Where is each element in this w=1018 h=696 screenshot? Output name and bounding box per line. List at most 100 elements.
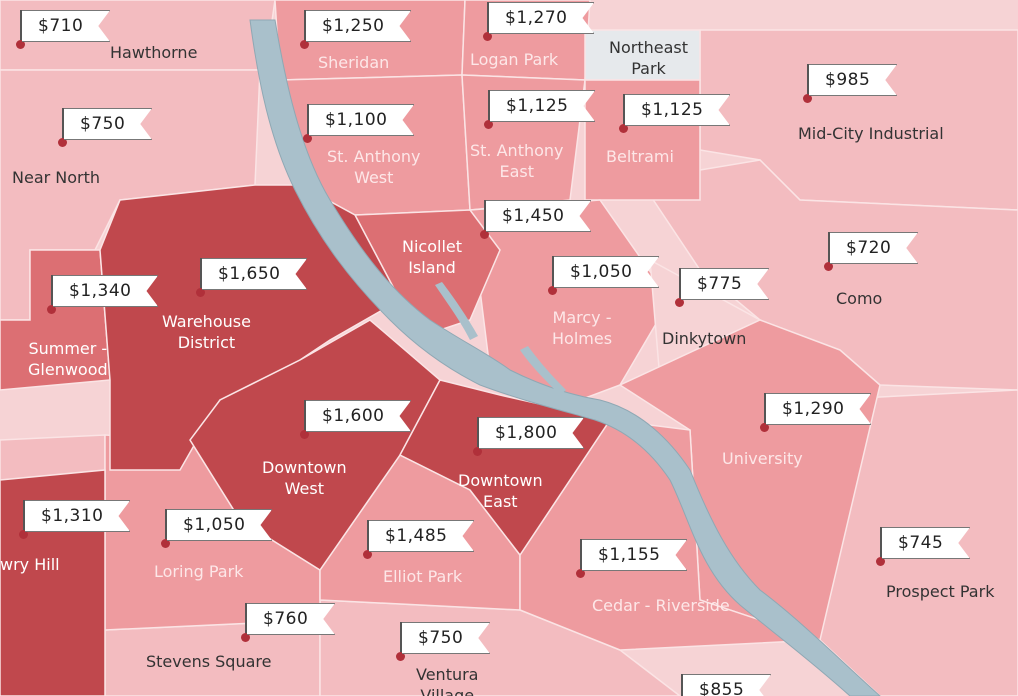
price-label: $745 bbox=[882, 527, 970, 559]
location-marker[interactable] bbox=[363, 550, 372, 559]
flag-pole bbox=[484, 200, 486, 234]
flag-pole bbox=[828, 232, 830, 266]
price-label: $1,050 bbox=[554, 256, 659, 288]
location-marker[interactable] bbox=[161, 539, 170, 548]
flag-pole bbox=[764, 393, 766, 427]
price-label: $775 bbox=[681, 268, 769, 300]
neighborhood-label: Mid-City Industrial bbox=[798, 124, 944, 143]
flag-pole bbox=[477, 417, 479, 451]
price-label: $720 bbox=[830, 232, 918, 264]
neighborhood-label: Nicollet Island bbox=[402, 237, 463, 277]
neighborhood-label: St. Anthony East bbox=[470, 141, 564, 181]
location-marker[interactable] bbox=[803, 94, 812, 103]
price-label: $1,340 bbox=[53, 275, 158, 307]
neighborhood-label: Stevens Square bbox=[146, 652, 272, 671]
flag-pole bbox=[488, 90, 490, 124]
mississippi-river bbox=[249, 19, 881, 696]
flag-pole bbox=[367, 520, 369, 554]
location-marker[interactable] bbox=[196, 288, 205, 297]
location-marker[interactable] bbox=[241, 633, 250, 642]
flag-pole bbox=[580, 539, 582, 573]
location-marker[interactable] bbox=[303, 134, 312, 143]
price-label: $1,290 bbox=[766, 393, 871, 425]
price-label: $1,155 bbox=[582, 539, 687, 571]
neighborhood-label: Beltrami bbox=[606, 147, 674, 166]
flag-pole bbox=[487, 2, 489, 36]
price-label: $750 bbox=[64, 108, 152, 140]
location-marker[interactable] bbox=[484, 120, 493, 129]
price-label: $1,310 bbox=[25, 500, 130, 532]
price-label: $1,600 bbox=[306, 400, 411, 432]
neighborhood-label: Downtown West bbox=[262, 458, 347, 498]
neighborhood-label: Ventura Village bbox=[416, 665, 479, 696]
location-marker[interactable] bbox=[760, 423, 769, 432]
flag-pole bbox=[23, 500, 25, 534]
flag-pole bbox=[307, 104, 309, 138]
flag-pole bbox=[62, 108, 64, 142]
flag-pole bbox=[400, 622, 402, 656]
location-marker[interactable] bbox=[473, 447, 482, 456]
neighborhood-label: St. Anthony West bbox=[327, 147, 421, 187]
location-marker[interactable] bbox=[300, 40, 309, 49]
price-label: $760 bbox=[247, 603, 335, 635]
neighborhood-label: Marcy - Holmes bbox=[552, 308, 613, 348]
price-label: $1,100 bbox=[309, 104, 414, 136]
flag-pole bbox=[200, 258, 202, 292]
price-label: $1,270 bbox=[489, 2, 594, 34]
price-label: $855 bbox=[683, 674, 771, 696]
location-marker[interactable] bbox=[396, 652, 405, 661]
flag-pole bbox=[681, 674, 683, 696]
neighborhood-label: wry Hill bbox=[0, 555, 60, 574]
price-label: $710 bbox=[22, 10, 110, 42]
neighborhood-label: Hawthorne bbox=[110, 43, 198, 62]
location-marker[interactable] bbox=[19, 530, 28, 539]
flag-pole bbox=[880, 527, 882, 561]
neighborhood-label: Downtown East bbox=[458, 471, 543, 511]
flag-pole bbox=[165, 509, 167, 543]
location-marker[interactable] bbox=[548, 286, 557, 295]
neighborhood-label: Northeast Park bbox=[609, 38, 689, 78]
location-marker[interactable] bbox=[58, 138, 67, 147]
price-label: $1,125 bbox=[490, 90, 595, 122]
flag-pole bbox=[51, 275, 53, 309]
location-marker[interactable] bbox=[824, 262, 833, 271]
price-label: $750 bbox=[402, 622, 490, 654]
location-marker[interactable] bbox=[16, 40, 25, 49]
location-marker[interactable] bbox=[483, 32, 492, 41]
flag-pole bbox=[245, 603, 247, 637]
location-marker[interactable] bbox=[47, 305, 56, 314]
neighborhood-label: Elliot Park bbox=[383, 567, 463, 586]
location-marker[interactable] bbox=[576, 569, 585, 578]
neighborhood-label: Dinkytown bbox=[662, 329, 747, 348]
neighborhood-label: Warehouse District bbox=[162, 312, 251, 352]
neighborhood-label: Prospect Park bbox=[886, 582, 995, 601]
neighborhood-label: University bbox=[722, 449, 803, 468]
price-label: $1,125 bbox=[625, 94, 730, 126]
flag-pole bbox=[304, 10, 306, 44]
price-label: $1,050 bbox=[167, 509, 272, 541]
location-marker[interactable] bbox=[876, 557, 885, 566]
flag-pole bbox=[807, 64, 809, 98]
price-label: $985 bbox=[809, 64, 897, 96]
neighborhood-label: Como bbox=[836, 289, 883, 308]
price-label: $1,250 bbox=[306, 10, 411, 42]
location-marker[interactable] bbox=[675, 298, 684, 307]
neighborhood-label: Near North bbox=[12, 168, 101, 187]
price-label: $1,450 bbox=[486, 200, 591, 232]
location-marker[interactable] bbox=[619, 124, 628, 133]
price-label: $1,650 bbox=[202, 258, 307, 290]
location-marker[interactable] bbox=[480, 230, 489, 239]
neighborhood-label: Cedar - Riverside bbox=[592, 596, 730, 615]
flag-pole bbox=[679, 268, 681, 302]
location-marker[interactable] bbox=[300, 430, 309, 439]
price-label: $1,800 bbox=[479, 417, 584, 449]
neighborhood-label: Summer - Glenwood bbox=[28, 339, 108, 379]
flag-pole bbox=[623, 94, 625, 128]
price-label: $1,485 bbox=[369, 520, 474, 552]
river-inlet bbox=[520, 346, 566, 395]
neighborhood-label: Logan Park bbox=[470, 50, 559, 69]
flag-pole bbox=[552, 256, 554, 290]
flag-pole bbox=[20, 10, 22, 44]
neighborhood-label: Sheridan bbox=[318, 53, 390, 72]
